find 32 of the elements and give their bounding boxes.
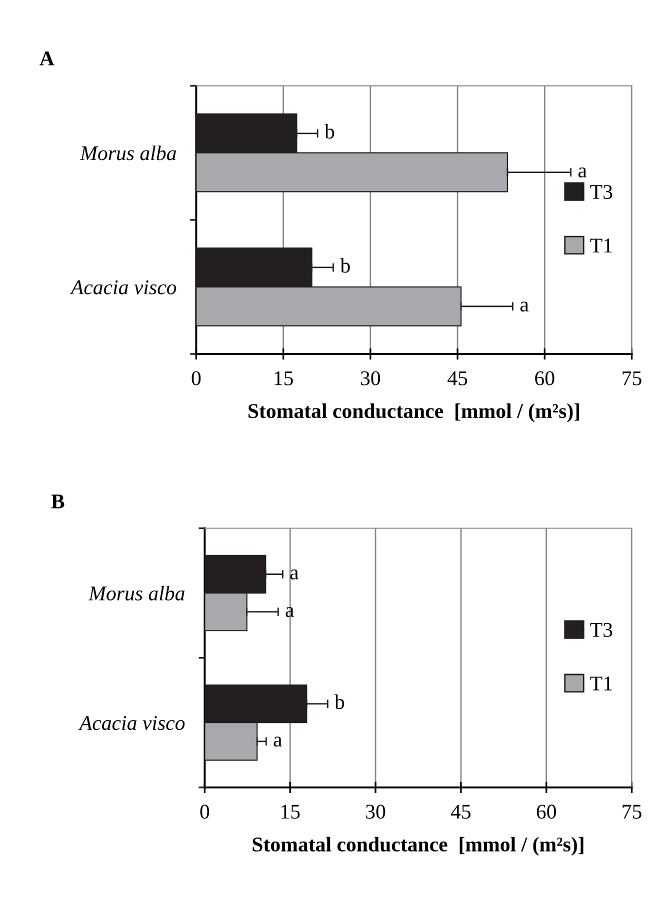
annotation: a bbox=[520, 302, 529, 312]
x-tick-label: 0 bbox=[192, 371, 201, 386]
x-axis-title: Stomatal conductance [mmol / (m²s)] bbox=[248, 403, 580, 422]
y-tick-label: Acacia visco bbox=[78, 716, 185, 730]
x-tick-label: 60 bbox=[536, 804, 556, 819]
annotation: b bbox=[324, 124, 334, 139]
x-axis-title: Stomatal conductance [mmol / (m²s)] bbox=[252, 836, 584, 856]
annotation: a bbox=[290, 569, 299, 580]
x-tick-label: 0 bbox=[200, 804, 210, 819]
chart-title: B bbox=[51, 494, 64, 508]
x-tick-label: 75 bbox=[622, 804, 642, 819]
y-tick-label: Acacia visco bbox=[70, 280, 176, 294]
annotation: a bbox=[578, 168, 587, 178]
x-tick-label: 75 bbox=[622, 371, 642, 386]
legend-label: T1 bbox=[590, 238, 612, 252]
y-tick-label: Morus alba bbox=[80, 146, 176, 160]
x-tick-label: 15 bbox=[274, 371, 293, 386]
legend-label: T3 bbox=[590, 184, 612, 199]
annotation: b bbox=[334, 694, 344, 710]
y-tick-label: Morus alba bbox=[88, 586, 184, 601]
annotation: a bbox=[286, 607, 294, 618]
x-tick-label: 30 bbox=[361, 371, 380, 386]
legend-label: T1 bbox=[590, 676, 612, 690]
x-tick-label: 30 bbox=[366, 804, 386, 819]
x-tick-label: 60 bbox=[535, 371, 554, 386]
x-tick-label: 45 bbox=[448, 371, 468, 386]
chart-title: A bbox=[40, 52, 54, 66]
annotation: a bbox=[274, 736, 282, 747]
annotation: b bbox=[340, 258, 350, 273]
x-tick-label: 15 bbox=[282, 804, 300, 819]
legend-label: T3 bbox=[590, 622, 612, 637]
x-tick-label: 45 bbox=[450, 804, 471, 819]
